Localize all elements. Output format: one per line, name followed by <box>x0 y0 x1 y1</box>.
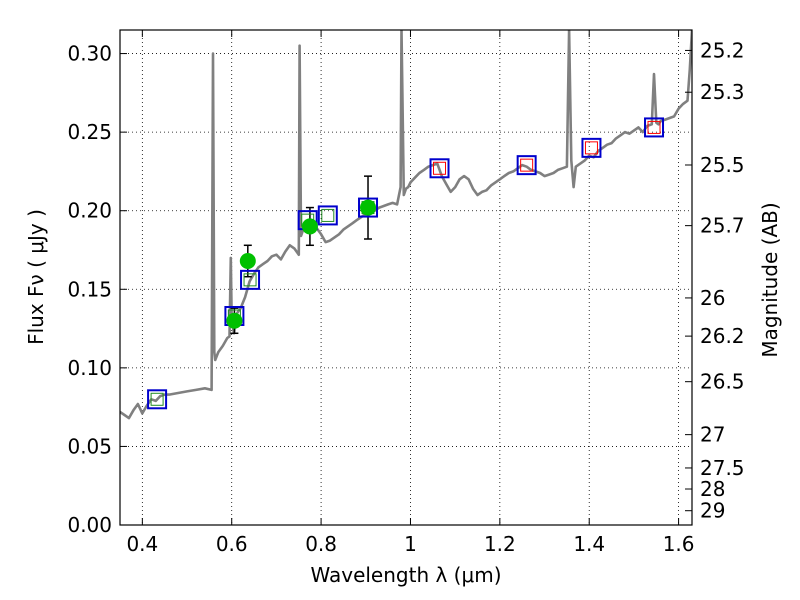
y-tick-label: 0.00 <box>67 513 112 537</box>
x-axis-label: Wavelength λ (μm) <box>310 563 501 587</box>
x-tick-label: 0.4 <box>126 532 158 556</box>
observed-photometry-markers <box>226 199 377 329</box>
grid-lines <box>120 30 692 526</box>
y-axis-ticks: 0.00 0.05 0.10 0.15 0.20 0.25 0.30 <box>67 42 127 537</box>
x-tick-label: 1.2 <box>484 532 516 556</box>
model-spectrum <box>120 30 692 420</box>
observed-point <box>239 253 256 269</box>
plot-frame <box>119 29 693 526</box>
y-tick-label: 0.30 <box>67 42 112 66</box>
observed-point <box>301 218 318 235</box>
y-tick-label: 0.15 <box>67 277 112 301</box>
model-band-square <box>240 269 261 290</box>
x-tick-label: 1.6 <box>663 532 695 556</box>
model-band-square <box>147 389 168 410</box>
observed-point <box>226 312 243 329</box>
model-band-inner-square <box>243 273 257 287</box>
y-tick-label: 0.25 <box>67 120 112 144</box>
right-tick-label: 25.5 <box>700 153 745 177</box>
model-band-inner-square <box>520 158 534 172</box>
model-band-inner-square <box>321 208 335 222</box>
model-band-inner-square <box>150 392 164 406</box>
x-tick-label: 1.4 <box>573 532 605 556</box>
model-band-inner-square <box>584 141 598 155</box>
model-band-inner-square <box>433 161 447 175</box>
right-tick-label: 25.3 <box>700 80 745 104</box>
right-tick-label: 27 <box>700 423 725 447</box>
right-tick-label: 28 <box>700 477 725 501</box>
model-band-square <box>516 155 537 176</box>
right-tick-label: 25.7 <box>700 214 745 238</box>
model-band-square <box>429 158 450 179</box>
model-band-square <box>644 117 665 138</box>
right-tick-label: 25.2 <box>700 38 745 62</box>
model-band-square <box>358 197 379 218</box>
right-tick-label: 26.2 <box>700 324 745 348</box>
right-axis-label: Magnitude (AB) <box>758 202 782 357</box>
model-band-square <box>317 205 338 226</box>
model-photometry-markers <box>147 117 665 410</box>
spectrum-line <box>120 30 692 420</box>
x-axis-ticks: 0.4 0.6 0.8 1 1.2 1.4 1.6 <box>126 30 695 556</box>
right-tick-label: 29 <box>700 499 725 523</box>
right-tick-label: 27.5 <box>700 456 745 480</box>
right-tick-label: 26.5 <box>700 370 745 394</box>
model-band-inner-square <box>647 120 661 134</box>
y-tick-label: 0.05 <box>67 434 112 458</box>
right-tick-label: 26 <box>700 286 725 310</box>
y-tick-label: 0.20 <box>67 199 112 223</box>
model-band-square <box>581 137 602 158</box>
x-tick-label: 0.6 <box>216 532 248 556</box>
y-tick-label: 0.10 <box>67 356 112 380</box>
x-tick-label: 0.8 <box>305 532 337 556</box>
observed-point <box>360 199 377 216</box>
x-tick-label: 1 <box>404 532 417 556</box>
y-axis-label: Flux Fν ( μJy ) <box>24 209 48 345</box>
